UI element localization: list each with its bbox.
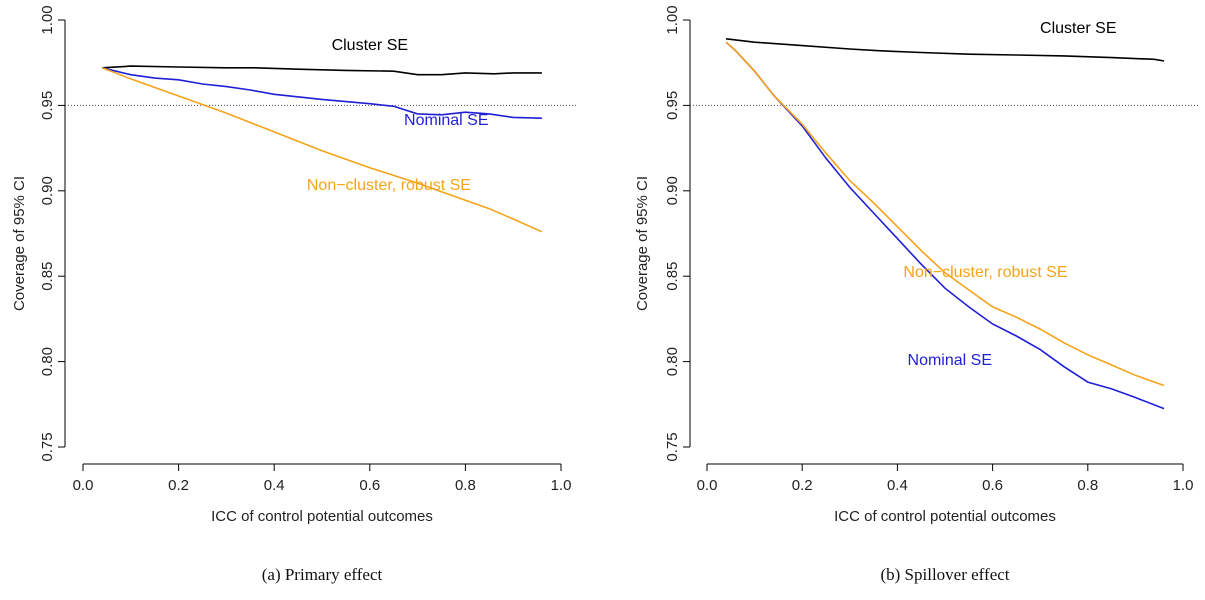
x-tick-label: 0.0 [73, 477, 94, 494]
y-tick-label: 0.85 [664, 262, 681, 291]
x-tick-label: 0.4 [264, 477, 285, 494]
x-tick-label: 0.6 [982, 477, 1003, 494]
series-label: Non−cluster, robust SE [307, 177, 471, 194]
panel-spillover-effect: 0.75 0.80 0.85 0.90 0.95 1.00 0.0 0.2 0.4 0.6 0.8 1… [634, 5, 1199, 584]
series-line-non-cluster-robust-se [725, 41, 1165, 387]
x-tick-label: 0.8 [455, 477, 476, 494]
x-tick-label: 1.0 [551, 477, 572, 494]
x-tick-label: 0.2 [792, 477, 813, 494]
panel-primary-effect: 0.75 0.80 0.85 0.90 0.95 1.00 0.0 0.2 0.4 0.6 0.8 1… [11, 5, 577, 584]
y-axis-label: Coverage of 95% CI [634, 176, 651, 311]
series-label: Non−cluster, robust SE [903, 264, 1067, 281]
series-line-cluster-se [102, 65, 542, 76]
y-tick-label: 0.80 [39, 347, 56, 376]
series-label: Nominal SE [908, 352, 992, 369]
y-tick-label: 0.90 [39, 176, 56, 205]
y-axis-label: Coverage of 95% CI [11, 176, 28, 311]
y-tick-label: 0.95 [664, 91, 681, 120]
x-axis-label: ICC of control potential outcomes [834, 508, 1056, 525]
series-label: Cluster SE [332, 37, 408, 54]
panel-caption: (a) Primary effect [262, 565, 383, 584]
y-tick-label: 0.80 [664, 347, 681, 376]
series-line-nominal-se [101, 67, 542, 119]
y-tick-label: 0.95 [39, 91, 56, 120]
y-tick-label: 0.90 [664, 176, 681, 205]
y-tick-label: 0.75 [39, 432, 56, 461]
y-tick-label: 1.00 [664, 5, 681, 34]
panel-caption: (b) Spillover effect [880, 565, 1009, 584]
x-tick-label: 0.8 [1077, 477, 1098, 494]
x-tick-label: 0.4 [887, 477, 908, 494]
y-tick-label: 1.00 [39, 5, 56, 34]
series-label: Nominal SE [404, 112, 488, 129]
x-tick-label: 0.6 [359, 477, 380, 494]
x-tick-label: 1.0 [1173, 477, 1194, 494]
x-axis-label: ICC of control potential outcomes [211, 508, 433, 525]
series-label: Cluster SE [1040, 20, 1116, 37]
y-tick-label: 0.75 [664, 432, 681, 461]
series-line-non-cluster-robust-se [101, 67, 543, 233]
y-tick-label: 0.85 [39, 262, 56, 291]
series-line-cluster-se [725, 38, 1165, 62]
x-tick-label: 0.0 [697, 477, 718, 494]
x-tick-label: 0.2 [168, 477, 189, 494]
